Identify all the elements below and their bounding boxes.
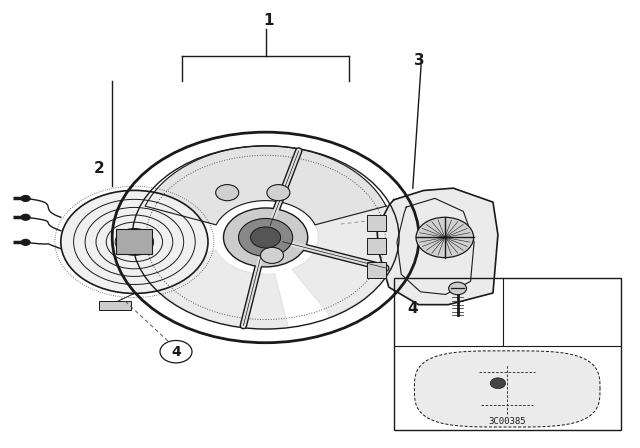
Circle shape [216, 185, 239, 201]
Circle shape [267, 185, 290, 201]
Text: 4: 4 [171, 345, 181, 359]
Bar [116, 229, 152, 254]
Circle shape [490, 378, 506, 388]
Bar [394, 278, 621, 430]
Text: 1: 1 [264, 13, 274, 28]
Circle shape [416, 217, 474, 258]
Polygon shape [415, 351, 600, 427]
Text: 3: 3 [414, 53, 424, 68]
Text: 3C00385: 3C00385 [488, 418, 526, 426]
Polygon shape [377, 188, 498, 305]
Bar [367, 262, 386, 278]
Polygon shape [143, 250, 289, 329]
Bar [99, 301, 131, 310]
Bar [367, 215, 386, 231]
Circle shape [250, 227, 280, 248]
Polygon shape [292, 206, 396, 317]
Circle shape [223, 208, 308, 267]
Circle shape [449, 282, 467, 295]
Circle shape [239, 219, 292, 256]
Text: 4: 4 [408, 301, 418, 316]
Text: 2: 2 [94, 160, 104, 176]
Circle shape [61, 190, 208, 293]
Circle shape [260, 247, 284, 263]
Circle shape [20, 239, 31, 246]
Circle shape [160, 340, 192, 363]
Polygon shape [145, 146, 386, 225]
Circle shape [20, 214, 31, 221]
Circle shape [20, 195, 31, 202]
Bar [367, 238, 386, 254]
